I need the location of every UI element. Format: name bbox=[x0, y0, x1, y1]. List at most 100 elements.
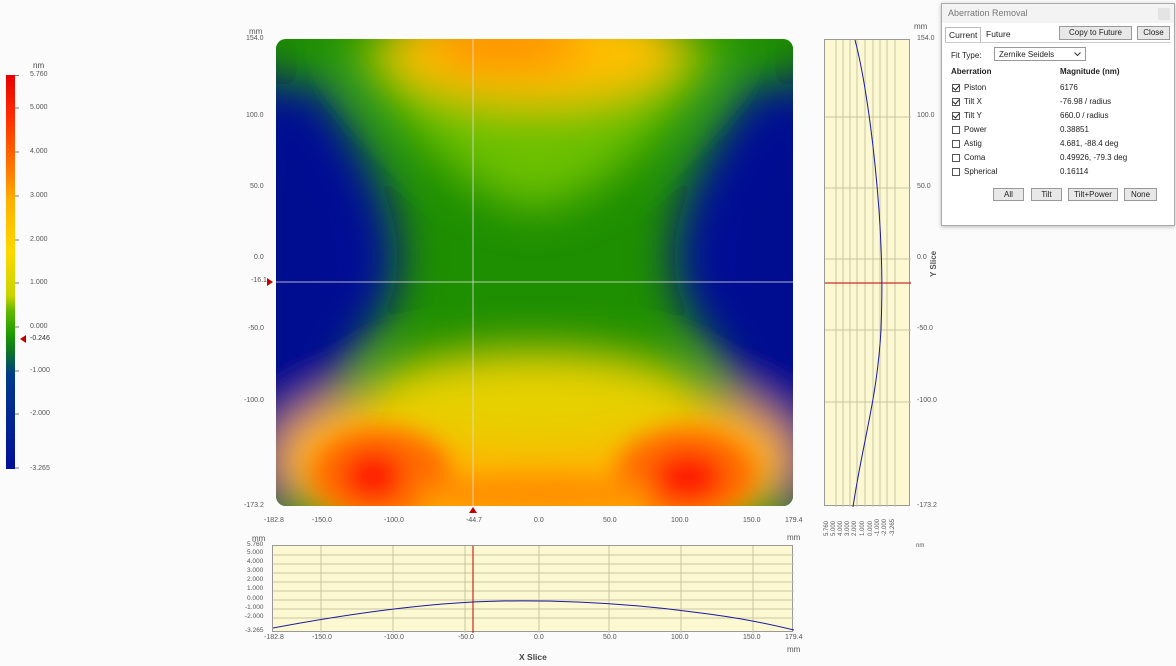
aberration-checkbox[interactable] bbox=[952, 112, 960, 120]
tab-divider bbox=[945, 42, 1171, 43]
aberration-name: Tilt X bbox=[964, 97, 982, 106]
close-button[interactable]: Close bbox=[1137, 26, 1170, 40]
aberration-magnitude: 660.0 / radius bbox=[1060, 111, 1109, 120]
surface-map-image bbox=[276, 39, 793, 506]
map-x-tick: 179.4 bbox=[785, 517, 803, 524]
xslice-y-tick: -2.000 bbox=[245, 613, 264, 620]
tilt-power-button[interactable]: Tilt+Power bbox=[1068, 188, 1118, 201]
colorbar-tick: 1.000 bbox=[30, 279, 48, 286]
x-slice-plot[interactable] bbox=[272, 545, 795, 633]
aberration-name: Tilt Y bbox=[964, 111, 982, 120]
colorbar-tick: 5.000 bbox=[30, 104, 48, 111]
tab-future[interactable]: Future bbox=[986, 29, 1011, 39]
map-unit-top: mm bbox=[249, 27, 263, 36]
fit-type-value: Zernike Seidels bbox=[999, 50, 1055, 59]
aberration-name: Power bbox=[964, 125, 987, 134]
xslice-y-tick: 1.000 bbox=[247, 585, 264, 592]
map-x-tick: 100.0 bbox=[671, 517, 689, 524]
xslice-y-tick: 5.760 bbox=[247, 541, 264, 548]
aberration-checkbox[interactable] bbox=[952, 168, 960, 176]
copy-to-future-button[interactable]: Copy to Future bbox=[1059, 26, 1132, 40]
colorbar-tick: 3.000 bbox=[30, 192, 48, 199]
map-x-tick: -100.0 bbox=[384, 517, 404, 524]
aberration-magnitude: 0.16114 bbox=[1060, 167, 1089, 176]
aberration-checkbox[interactable] bbox=[952, 140, 960, 148]
aberration-checkbox[interactable] bbox=[952, 154, 960, 162]
yslice-y-tick: 154.0 bbox=[917, 35, 935, 42]
xslice-y-tick: -1.000 bbox=[245, 604, 264, 611]
dialog-window-button[interactable] bbox=[1158, 8, 1170, 20]
xslice-y-tick: 5.000 bbox=[247, 549, 264, 556]
colorbar-tick: -1.000 bbox=[30, 367, 50, 374]
yslice-x-tick: 3.000 bbox=[845, 520, 851, 536]
aberration-header: Aberration bbox=[951, 67, 992, 76]
map-x-tick: 150.0 bbox=[743, 517, 761, 524]
aberration-checkbox[interactable] bbox=[952, 126, 960, 134]
map-y-tick: 100.0 bbox=[246, 112, 264, 119]
colorbar-unit: nm bbox=[33, 61, 45, 70]
xslice-y-tick: 3.000 bbox=[247, 567, 264, 574]
y-cursor-marker-icon[interactable] bbox=[267, 278, 273, 286]
surface-map[interactable] bbox=[276, 39, 793, 506]
xslice-y-tick: 0.000 bbox=[247, 595, 264, 602]
magnitude-header: Magnitude (nm) bbox=[1060, 67, 1120, 76]
xslice-x-tick: -182.8 bbox=[264, 634, 284, 641]
colorbar-tick: 0.000 bbox=[30, 323, 48, 330]
map-x-tick: -150.0 bbox=[312, 517, 332, 524]
y-slice-plot[interactable] bbox=[824, 39, 911, 508]
aberration-magnitude: 0.38851 bbox=[1060, 125, 1089, 134]
yslice-x-tick: -1.000 bbox=[875, 518, 881, 536]
yslice-unit-bottom: nm bbox=[916, 543, 925, 549]
map-y-tick: -50.0 bbox=[248, 325, 264, 332]
map-y-tick: -173.2 bbox=[244, 502, 264, 509]
fit-type-select[interactable]: Zernike Seidels bbox=[994, 47, 1086, 61]
xslice-y-tick: 4.000 bbox=[247, 558, 264, 565]
tab-current[interactable]: Current bbox=[945, 27, 982, 42]
xslice-x-tick: 179.4 bbox=[785, 634, 803, 641]
none-button[interactable]: None bbox=[1124, 188, 1157, 201]
yslice-y-tick: -100.0 bbox=[917, 397, 937, 404]
x-cursor-marker-icon[interactable] bbox=[469, 507, 477, 513]
aberration-removal-dialog[interactable]: Aberration Removal Current Future Copy t… bbox=[941, 3, 1175, 226]
xslice-unit-top: mm bbox=[252, 534, 266, 543]
dialog-title: Aberration Removal bbox=[942, 4, 1174, 23]
xslice-x-tick: 150.0 bbox=[743, 634, 761, 641]
map-x-tick: 0.0 bbox=[534, 517, 544, 524]
yslice-x-tick: -3.265 bbox=[890, 518, 896, 536]
yslice-y-tick: 0.0 bbox=[917, 254, 927, 261]
aberration-magnitude: 0.49926, -79.3 deg bbox=[1060, 153, 1128, 162]
xslice-x-tick: 50.0 bbox=[603, 634, 617, 641]
aberration-checkbox[interactable] bbox=[952, 98, 960, 106]
xslice-y-tick: 2.000 bbox=[247, 576, 264, 583]
map-y-cursor-label: -16.1 bbox=[251, 277, 267, 284]
colorbar-tick: 4.000 bbox=[30, 148, 48, 155]
map-x-tick: 50.0 bbox=[603, 517, 617, 524]
yslice-unit-top: mm bbox=[914, 22, 928, 31]
aberration-magnitude: -76.98 / radius bbox=[1060, 97, 1112, 106]
tilt-button[interactable]: Tilt bbox=[1031, 188, 1062, 201]
colorbar-min-label: -3.265 bbox=[30, 465, 50, 472]
colorbar-marker-label: -0.246 bbox=[30, 335, 50, 342]
all-button[interactable]: All bbox=[993, 188, 1024, 201]
map-y-tick: -100.0 bbox=[244, 397, 264, 404]
yslice-y-tick: -50.0 bbox=[917, 325, 933, 332]
colorbar-tick-marks bbox=[15, 75, 19, 469]
xslice-x-tick: -150.0 bbox=[312, 634, 332, 641]
map-x-tick: -182.8 bbox=[264, 517, 284, 524]
aberration-name: Astig bbox=[964, 139, 982, 148]
xslice-title: X Slice bbox=[519, 652, 547, 662]
yslice-x-tick: 5.760 bbox=[824, 520, 830, 536]
colorbar-max-label: 5.760 bbox=[30, 71, 48, 78]
yslice-x-tick: 4.000 bbox=[838, 520, 844, 536]
aberration-checkbox[interactable] bbox=[952, 84, 960, 92]
fit-type-label: Fit Type: bbox=[951, 51, 982, 60]
colorbar bbox=[6, 75, 15, 469]
xslice-unit-bottom: mm bbox=[787, 645, 801, 654]
yslice-x-tick: 0.000 bbox=[868, 520, 874, 536]
map-y-tick: 0.0 bbox=[254, 254, 264, 261]
map-y-tick: 50.0 bbox=[250, 183, 264, 190]
colorbar-marker-icon[interactable] bbox=[20, 335, 26, 343]
chevron-down-icon bbox=[1074, 52, 1081, 57]
map-y-tick: 154.0 bbox=[246, 35, 264, 42]
yslice-y-tick: 100.0 bbox=[917, 112, 935, 119]
